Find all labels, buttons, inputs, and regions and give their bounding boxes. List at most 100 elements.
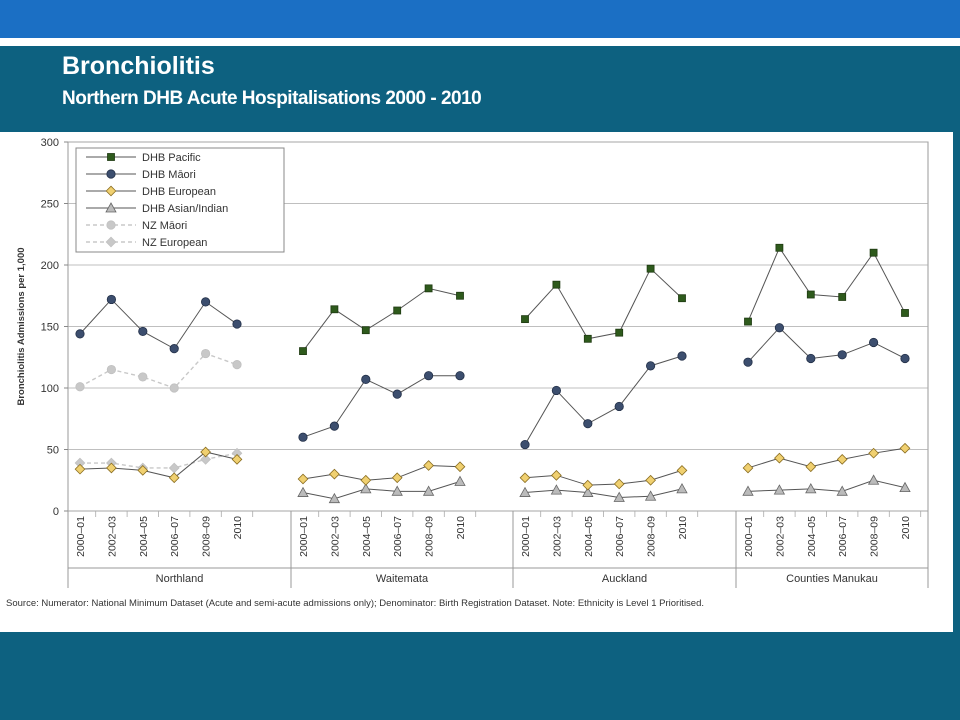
data-point: [454, 475, 466, 486]
x-tick-label: 2010: [455, 516, 467, 540]
data-point: [456, 291, 464, 300]
y-axis-label: Bronchiolitis Admissions per 1,000: [16, 247, 27, 405]
data-point: [74, 463, 86, 475]
y-tick-label: 150: [41, 322, 59, 334]
data-point: [138, 326, 148, 337]
data-point: [774, 323, 785, 333]
data-point: [551, 385, 562, 396]
legend-label: NZ European: [142, 237, 207, 249]
header-bar: [0, 0, 960, 38]
data-point: [676, 465, 688, 476]
data-point: [329, 421, 339, 431]
group-label: Waitemata: [376, 573, 429, 585]
data-point: [299, 347, 307, 356]
data-point: [423, 371, 434, 381]
data-point: [298, 432, 308, 442]
data-point: [455, 371, 465, 381]
data-point: [582, 486, 594, 497]
x-tick-label: 2000–01: [520, 516, 532, 557]
data-point: [361, 374, 371, 384]
data-point: [583, 334, 592, 343]
data-point: [106, 364, 117, 375]
data-point: [646, 264, 655, 273]
x-tick-label: 2004–05: [806, 516, 818, 557]
data-point: [645, 474, 656, 486]
data-point: [614, 401, 624, 412]
data-point: [328, 492, 341, 504]
data-point: [169, 344, 179, 354]
data-point: [138, 372, 148, 382]
data-point: [867, 474, 880, 485]
series-line: [524, 488, 683, 498]
data-point: [232, 360, 242, 370]
data-point: [868, 447, 879, 459]
x-tick-label: 2004–05: [361, 516, 373, 557]
legend-label: DHB European: [142, 186, 216, 198]
data-point: [424, 284, 433, 293]
group-label: Northland: [156, 573, 204, 585]
data-point: [168, 472, 180, 484]
group-label: Counties Manukau: [786, 573, 878, 585]
data-point: [423, 460, 434, 471]
data-point: [900, 353, 910, 364]
series-line: [302, 287, 461, 352]
data-point: [552, 280, 561, 289]
x-tick-label: 2010: [677, 516, 689, 540]
data-point: [615, 328, 624, 337]
data-point: [75, 329, 85, 339]
data-point: [200, 453, 211, 465]
y-tick-label: 50: [47, 445, 59, 457]
chart-panel: 0 50 100 150 200 250 300 Bronchiolitis Admissio…: [0, 132, 953, 632]
data-point: [806, 353, 816, 364]
x-tick-label: 2004–05: [138, 516, 150, 557]
data-point: [392, 389, 402, 399]
data-point: [837, 350, 847, 360]
data-point: [232, 319, 242, 329]
x-tick-label: 2006–07: [392, 516, 404, 557]
data-point: [806, 290, 815, 299]
slide-subtitle: Northern DHB Acute Hospitalisations 2000…: [62, 88, 482, 109]
x-tick-label: 2008–09: [201, 516, 213, 557]
data-point: [454, 461, 466, 473]
slide-title: Bronchiolitis: [62, 52, 215, 80]
x-tick-label: 2002–03: [329, 516, 341, 557]
y-tick-label: 100: [41, 383, 59, 395]
data-point: [391, 472, 403, 484]
x-tick-label: 2000–01: [298, 516, 310, 557]
series-line: [747, 246, 906, 322]
y-tick-label: 300: [41, 137, 59, 149]
data-point: [836, 453, 848, 465]
data-point: [106, 294, 117, 305]
legend-box: [75, 147, 285, 253]
data-point: [868, 337, 879, 348]
data-point: [519, 486, 531, 497]
data-point: [520, 439, 530, 450]
series-line: [79, 352, 238, 389]
x-tick-label: 2004–05: [583, 516, 595, 557]
series-line: [80, 452, 238, 469]
data-point: [676, 483, 688, 494]
x-tick-label: 2002–03: [551, 516, 563, 557]
data-point: [774, 452, 785, 464]
data-point: [201, 297, 211, 307]
series-line: [302, 375, 460, 438]
series-line: [747, 327, 906, 363]
data-point: [742, 462, 754, 474]
series-line: [747, 447, 906, 469]
data-point: [551, 469, 562, 481]
data-point: [521, 315, 529, 324]
series-line: [79, 298, 238, 350]
data-point: [200, 446, 211, 458]
data-point: [391, 485, 403, 496]
data-point: [329, 468, 340, 480]
series-line: [524, 267, 683, 340]
data-point: [742, 485, 754, 496]
x-tick-label: 2006–07: [169, 516, 181, 557]
series-line: [747, 479, 906, 492]
x-tick-label: 2008–09: [869, 516, 881, 557]
data-point: [550, 484, 563, 495]
data-point: [613, 491, 625, 502]
series-line: [79, 451, 238, 479]
data-point: [582, 479, 594, 491]
data-point: [297, 486, 309, 497]
